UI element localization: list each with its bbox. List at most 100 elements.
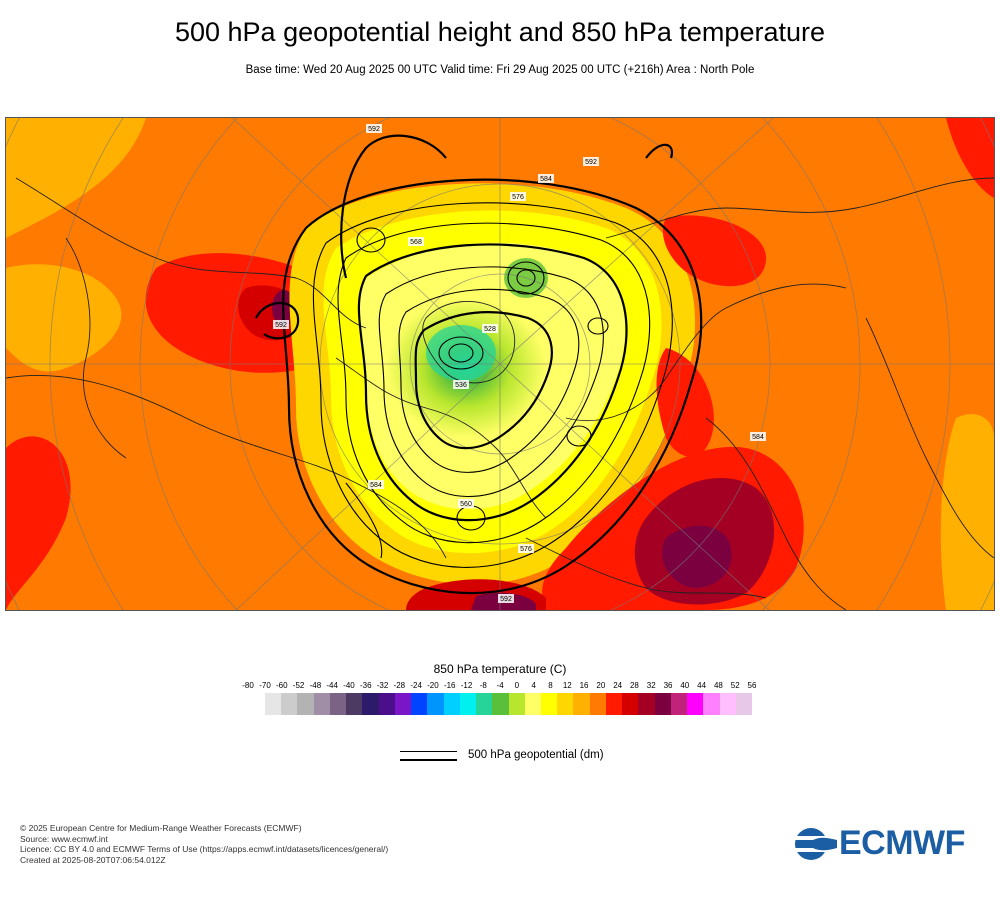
colorbar-swatch [573, 693, 590, 715]
colorbar-swatch [670, 693, 688, 715]
colorbar-tick-label: 4 [531, 681, 536, 690]
colorbar-swatch [265, 693, 282, 715]
map-canvas: 592 592 584 576 568 528 536 584 560 584 … [6, 118, 994, 610]
ecmwf-logo-icon [793, 828, 837, 860]
colorbar-tick-label: -16 [443, 681, 456, 690]
cold-core [426, 325, 496, 381]
colorbar-swatch [346, 693, 363, 715]
colorbar-swatch [638, 693, 655, 715]
geopotential-legend-label: 500 hPa geopotential (dm) [468, 749, 604, 761]
colorbar-tick-label: 12 [562, 681, 572, 690]
temperature-band [6, 436, 71, 610]
temperature-band [662, 215, 766, 287]
contour-label: 576 [512, 194, 524, 201]
colorbar-swatch [703, 693, 720, 715]
contour-label: 584 [540, 176, 552, 183]
colorbar-tick-label: 16 [579, 681, 589, 690]
graticule [6, 118, 994, 610]
contour-label: 536 [455, 382, 467, 389]
contour-label-group: 592 592 584 576 568 528 536 584 560 584 … [273, 124, 766, 603]
colorbar-tick-label: 40 [680, 681, 690, 690]
colorbar-swatch [508, 693, 525, 715]
colorbar [265, 693, 753, 715]
colorbar-swatch [589, 693, 606, 715]
colorbar-swatch [394, 693, 412, 715]
colorbar-swatch [411, 693, 428, 715]
colorbar-tick-label: -36 [359, 681, 372, 690]
colorbar-swatch [605, 693, 623, 715]
colorbar-tick-label: -70 [259, 681, 271, 690]
colorbar-swatch [427, 693, 444, 715]
colorbar-swatch [459, 693, 477, 715]
colorbar-tick-label: -8 [479, 681, 487, 690]
colorbar-swatch [329, 693, 347, 715]
colorbar-swatch [719, 693, 736, 715]
colorbar-tick-label: -4 [496, 681, 504, 690]
colorbar-tick-label: 8 [548, 681, 553, 690]
contour-label: 576 [520, 546, 532, 553]
contour-label: 592 [368, 126, 380, 133]
colorbar-tick-label: -20 [427, 681, 439, 690]
colorbar-tick-label: 28 [629, 681, 639, 690]
temperature-band [662, 525, 732, 588]
colorbar-tick-label: 56 [747, 681, 757, 690]
coastlines [6, 177, 994, 610]
contour-label: 584 [752, 434, 764, 441]
colorbar-swatch [492, 693, 509, 715]
contour-label: 560 [460, 501, 472, 508]
footer-created: Created at 2025-08-20T07:06:54.012Z [20, 854, 166, 865]
contour-label: 568 [410, 239, 422, 246]
colorbar-swatch [735, 693, 753, 715]
colorbar-swatch [557, 693, 574, 715]
colorbar-swatch [654, 693, 671, 715]
colorbar-tick-label: 20 [596, 681, 606, 690]
footer-source: Source: www.ecmwf.int [20, 833, 108, 844]
colorbar-tick-label: -80 [242, 681, 254, 690]
colorbar-swatch [443, 693, 460, 715]
geopotential-legend-line [400, 749, 457, 763]
colorbar-swatch [313, 693, 330, 715]
temperature-band [940, 414, 994, 610]
ecmwf-logo-text: ECMWF [839, 824, 965, 862]
colorbar-tick-label: -52 [292, 681, 305, 690]
footer-copyright: © 2025 European Centre for Medium-Range … [20, 823, 302, 833]
footer-credits: © 2025 European Centre for Medium-Range … [20, 823, 388, 865]
temperature-band [6, 264, 122, 372]
map-title: 500 hPa geopotential height and 850 hPa … [174, 17, 825, 47]
temperature-band [6, 118, 146, 238]
contour-label: 592 [275, 322, 287, 329]
colorbar-tick-label: -40 [343, 681, 355, 690]
colorbar-ticks: -80 -70 -60 -52 -48 -44 -40 -36 -32 -28 -24 -20 -16-… [242, 681, 756, 695]
contour-label: 528 [484, 326, 496, 333]
colorbar-tick-label: -12 [460, 681, 473, 690]
map-subtitle: Base time: Wed 20 Aug 2025 00 UTC Valid … [245, 64, 755, 76]
contour-label: 584 [370, 482, 382, 489]
colorbar-tick-label: 36 [663, 681, 673, 690]
colorbar-tick-label: -60 [276, 681, 288, 690]
colorbar-tick-label: 48 [713, 681, 723, 690]
contour-label: 592 [500, 596, 512, 603]
colorbar-swatch [378, 693, 395, 715]
ecmwf-logo: ECMWF [793, 824, 983, 862]
colorbar-tick-label: -24 [410, 681, 422, 690]
colorbar-tick-label: 0 [514, 681, 520, 690]
colorbar-swatch [297, 693, 314, 715]
colorbar-swatch [362, 693, 379, 715]
footer-licence: Licence: CC BY 4.0 and ECMWF Terms of Us… [20, 844, 389, 855]
colorbar-tick-label: -44 [326, 681, 338, 690]
colorbar-swatch [622, 693, 639, 715]
colorbar-title: 850 hPa temperature (C) [433, 662, 567, 676]
colorbar-tick-label: 32 [646, 681, 656, 690]
polar-map[interactable]: 592 592 584 576 568 528 536 584 560 584 … [5, 117, 995, 611]
colorbar-swatch [476, 693, 493, 715]
colorbar-tick-label: -48 [309, 681, 322, 690]
colorbar-tick-label: 44 [697, 681, 707, 690]
colorbar-tick-label: 24 [613, 681, 623, 690]
geopotential-contours [255, 134, 703, 595]
colorbar-tick-label: 52 [730, 681, 740, 690]
colorbar-tick-label: -32 [376, 681, 389, 690]
colorbar-swatch [524, 693, 541, 715]
colorbar-swatch [687, 693, 704, 715]
colorbar-tick-label: -28 [393, 681, 406, 690]
contour-label: 592 [585, 159, 597, 166]
